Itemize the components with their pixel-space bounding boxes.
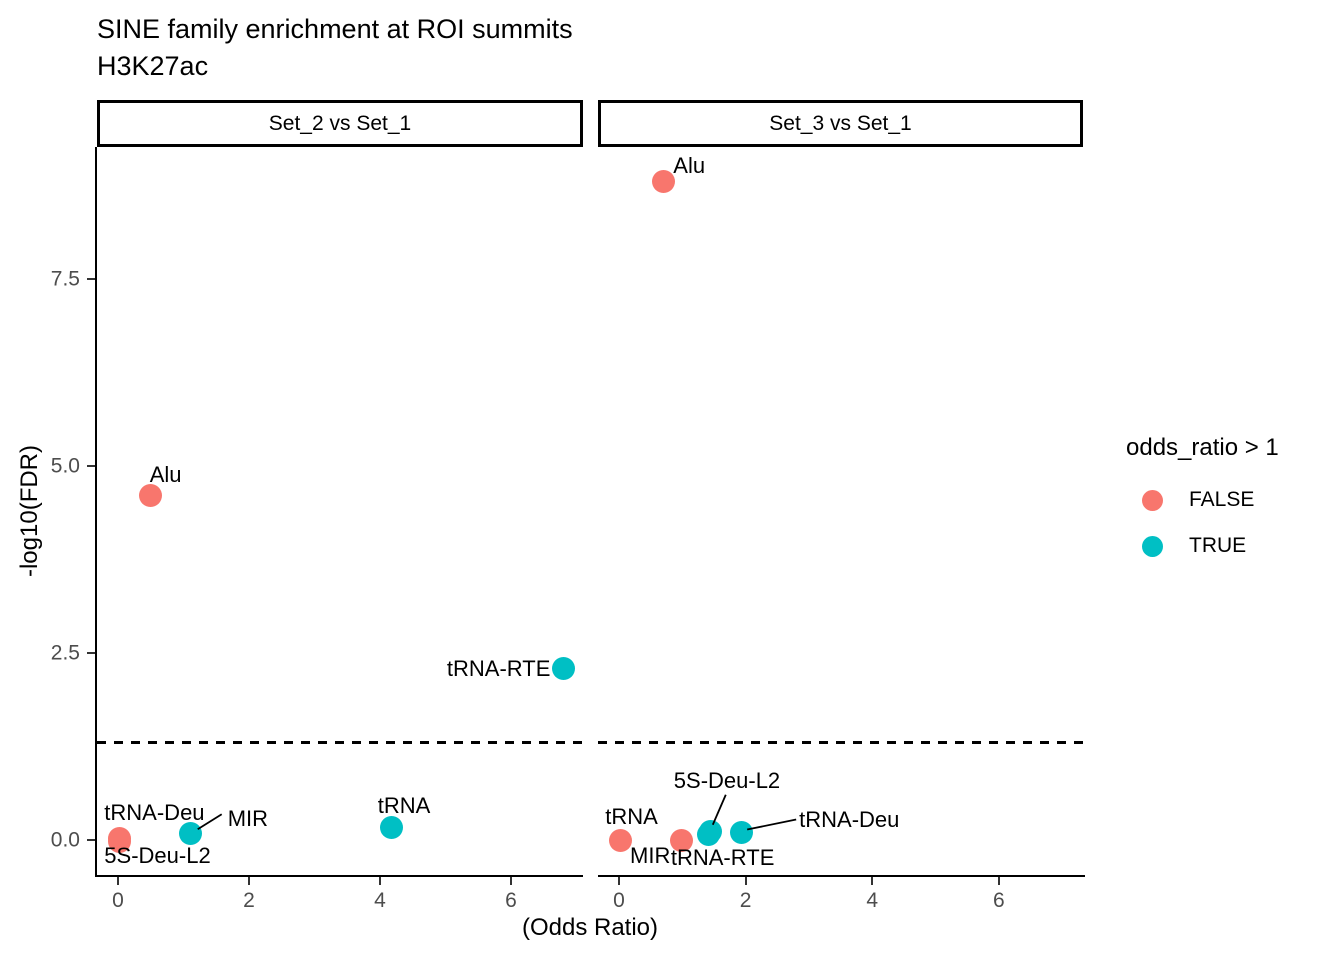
- x-axis-tick-label: 0: [112, 889, 124, 912]
- x-axis-tick-label: 4: [374, 889, 386, 912]
- legend-title: odds_ratio > 1: [1126, 434, 1279, 461]
- point-label-MIR: MIR: [630, 843, 671, 868]
- point-label-Alu: Alu: [149, 462, 182, 488]
- plot-title: SINE family enrichment at ROI summits: [97, 14, 573, 44]
- point-label-tRNA: tRNA: [377, 793, 431, 819]
- x-axis-tick: [871, 877, 874, 885]
- point-label-tRNA-Deu: tRNA-Deu: [799, 806, 900, 832]
- y-axis-tick: [87, 839, 95, 841]
- y-axis-tick-label: 0.0: [50, 828, 80, 852]
- data-point-Alu: [139, 483, 163, 507]
- y-axis-tick-label: 5.0: [50, 454, 80, 478]
- plot-subtitle: H3K27ac: [97, 51, 209, 81]
- facet-strip-set3-vs-set1: Set_3 vs Set_1: [598, 100, 1083, 147]
- legend-entry-false: FALSE: [1126, 488, 1279, 512]
- label-leader-lines: [197, 813, 223, 831]
- facet-panel-set2-vs-set1: Alu tRNA-RTE tRNA-Deu 5S-Deu-L2 MIR tRNA: [97, 147, 583, 875]
- legend-swatch-false-icon: [1142, 489, 1163, 511]
- x-axis-tick: [618, 877, 620, 885]
- data-point-5S-Deu-L2: [699, 820, 723, 844]
- label-leader-lines: [711, 794, 797, 831]
- point-label-MIR: MIR: [227, 806, 269, 832]
- x-axis-tick: [248, 877, 250, 885]
- y-axis-line: [95, 147, 97, 877]
- point-label-Alu: Alu: [673, 153, 706, 178]
- facet-strip-label: Set_2 vs Set_1: [268, 111, 412, 135]
- x-axis-tick: [379, 877, 381, 885]
- y-axis-tick: [87, 465, 95, 467]
- legend-label-true: TRUE: [1189, 534, 1247, 557]
- data-point-MIR: [669, 828, 693, 852]
- fdr-threshold-dashed-line: [97, 741, 583, 745]
- point-label-5S-Deu-L2: 5S-Deu-L2: [673, 767, 781, 793]
- x-axis-line-left-facet: [95, 875, 583, 877]
- y-axis-tick-label: 7.5: [50, 267, 80, 291]
- legend-label-false: FALSE: [1189, 488, 1255, 511]
- y-axis-tick-label: 2.5: [50, 641, 80, 665]
- point-label-5S-Deu-L2: 5S-Deu-L2: [104, 843, 211, 869]
- data-point-tRNA: [608, 828, 632, 852]
- legend-swatch-true-icon: [1142, 535, 1163, 557]
- x-axis-tick-label: 4: [866, 889, 879, 912]
- point-label-tRNA-RTE: tRNA-RTE: [446, 655, 551, 681]
- x-axis-tick: [744, 877, 747, 885]
- data-point-tRNA-RTE: [551, 657, 575, 681]
- data-point-tRNA-Deu: [729, 821, 753, 845]
- facet-panel-set3-vs-set1: Alu tRNA MIR tRNA-RTE 5S-Deu-L2 tRNA-Deu: [598, 147, 1083, 875]
- facet-strip-set2-vs-set1: Set_2 vs Set_1: [97, 100, 583, 147]
- data-point-tRNA: [380, 815, 404, 839]
- facet-strip-label: Set_3 vs Set_1: [769, 111, 912, 135]
- x-axis-tick-label: 6: [505, 889, 517, 912]
- x-axis-tick: [117, 877, 119, 885]
- x-axis-tick-label: 2: [739, 889, 752, 912]
- legend-entry-true: TRUE: [1126, 534, 1279, 558]
- x-axis-line-right-facet: [598, 875, 1085, 877]
- leader-line-tRNA-Deu: [746, 818, 797, 831]
- data-point-MIR: [179, 821, 203, 845]
- point-label-tRNA-Deu: tRNA-Deu: [104, 799, 205, 825]
- x-axis-tick: [997, 877, 1000, 885]
- data-point-Alu: [651, 169, 675, 193]
- point-label-tRNA: tRNA: [605, 804, 658, 829]
- fdr-threshold-dashed-line: [598, 741, 1083, 745]
- x-axis-title: (Odds Ratio): [521, 914, 659, 941]
- x-axis-tick-label: 0: [613, 889, 625, 912]
- x-axis-tick: [510, 877, 512, 885]
- y-axis-tick: [87, 278, 95, 280]
- x-axis-tick-label: 2: [243, 889, 255, 912]
- y-axis-tick: [87, 652, 95, 654]
- y-axis-title: -log10(FDR): [16, 444, 43, 578]
- point-label-tRNA-RTE: tRNA-RTE: [670, 845, 775, 871]
- x-axis-tick-label: 6: [992, 889, 1005, 912]
- legend: odds_ratio > 1 FALSE TRUE: [1126, 434, 1279, 580]
- data-point-5S-Deu-L2: [107, 829, 131, 853]
